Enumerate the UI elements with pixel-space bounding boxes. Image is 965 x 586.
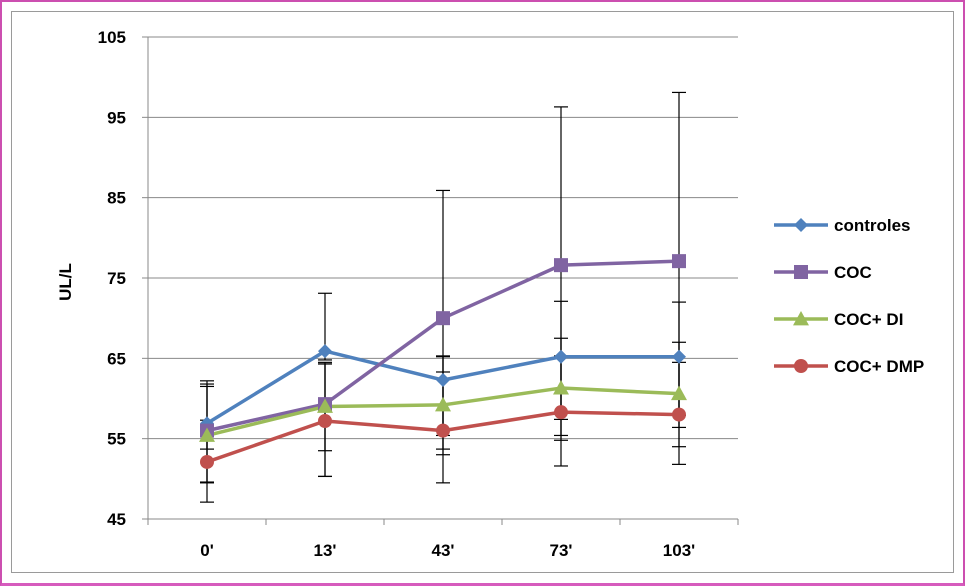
data-point [436,373,450,388]
data-point [436,423,450,438]
x-tick-label: 13' [314,541,337,560]
data-point [554,349,568,364]
data-point [554,405,568,420]
legend-marker [794,359,808,373]
x-tick-label: 43' [432,541,455,560]
x-tick-label: 103' [663,541,695,560]
y-tick-label: 55 [107,430,126,449]
y-axis-label: UL/L [56,263,75,301]
data-point [317,398,333,413]
data-point [672,254,686,269]
legend-marker [794,265,808,279]
legend-label: COC+ DI [834,310,903,329]
data-point [199,427,215,442]
data-point [553,380,569,395]
y-tick-label: 45 [107,510,126,529]
data-point [436,311,450,326]
x-tick-label: 0' [200,541,214,560]
data-point [435,396,451,412]
legend-label: COC+ DMP [834,357,924,376]
data-point [672,407,686,422]
legend-label: controles [834,216,911,235]
chart-area [11,11,954,573]
x-tick-label: 73' [550,541,573,560]
data-point [672,349,686,364]
legend-marker [793,311,809,326]
y-tick-label: 95 [107,108,126,127]
axes [147,37,739,525]
y-tick-labels: 45 55 65 75 85 95 105 [98,28,126,529]
data-point [318,413,332,428]
y-tick-label: 65 [107,349,126,368]
legend-marker [794,218,808,232]
y-tick-label: 85 [107,189,126,208]
y-tick-label: 105 [98,28,126,47]
series-markers [199,254,687,469]
legend: controles COC COC+ DI COC+ DMP [774,216,924,376]
x-tick-labels: 0' 13' 43' 73' 103' [200,541,695,560]
gridlines [142,36,738,520]
data-point [200,454,214,469]
data-point [671,385,687,401]
data-point [554,258,568,273]
legend-label: COC [834,263,872,282]
y-tick-label: 75 [107,269,126,288]
data-point [318,344,332,359]
